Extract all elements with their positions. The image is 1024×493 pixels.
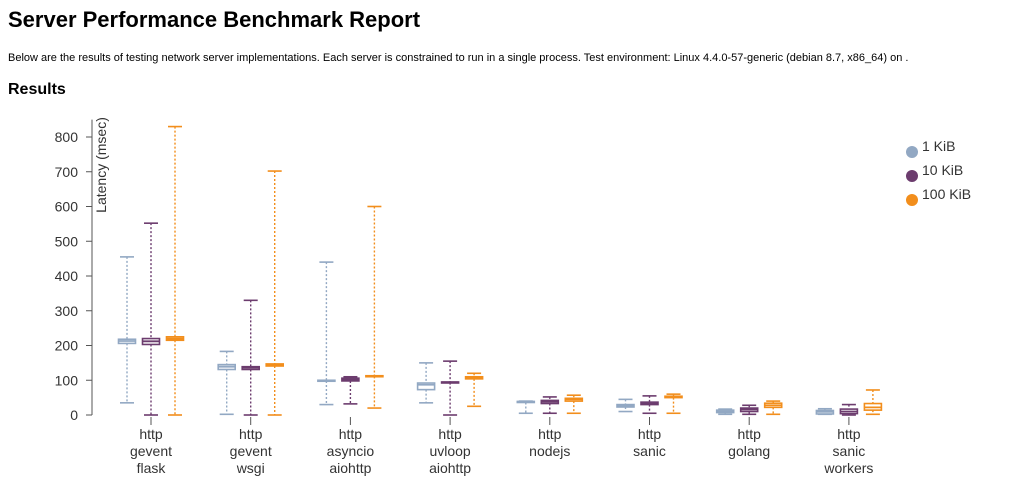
plot-area bbox=[117, 125, 883, 416]
legend-swatch bbox=[906, 194, 918, 206]
x-tick-label: http nodejs bbox=[529, 426, 570, 459]
x-tick-label-line: http bbox=[339, 426, 363, 442]
box-3-series-2 bbox=[464, 372, 484, 408]
y-axis-title: Latency (msec) bbox=[93, 117, 109, 213]
box-1-series-2 bbox=[265, 170, 285, 416]
x-tick-label-line: flask bbox=[137, 460, 167, 476]
y-tick-label: 200 bbox=[55, 338, 79, 354]
x-tick-label-line: http bbox=[139, 426, 163, 442]
report-description: Below are the results of testing network… bbox=[8, 52, 909, 64]
box-0-series-2 bbox=[165, 125, 185, 416]
x-tick-label-line: sanic bbox=[833, 443, 866, 459]
x-tick-label: http uvloop aiohttp bbox=[429, 426, 471, 476]
y-tick-label: 400 bbox=[55, 268, 79, 284]
x-tick-label-line: aiohttp bbox=[429, 460, 471, 476]
x-tick-label-line: http bbox=[738, 426, 762, 442]
box-3-series-0 bbox=[416, 362, 436, 404]
x-tick-label-line: http bbox=[837, 426, 861, 442]
x-tick-label-line: workers bbox=[823, 460, 873, 476]
legend-label: 10 KiB bbox=[922, 162, 963, 178]
box-0-series-0 bbox=[117, 256, 137, 404]
box-2-series-0 bbox=[317, 261, 336, 406]
x-tick-label-line: golang bbox=[728, 443, 770, 459]
x-tick-label-line: http bbox=[438, 426, 462, 442]
box-7-series-2 bbox=[863, 389, 883, 416]
box-4-series-1 bbox=[540, 396, 560, 415]
legend-label: 100 KiB bbox=[922, 186, 971, 202]
x-tick-label-line: asyncio bbox=[327, 443, 375, 459]
box-6-series-1 bbox=[739, 404, 759, 416]
box-4-series-2 bbox=[564, 394, 584, 415]
box-6-series-2 bbox=[763, 400, 783, 416]
y-tick-label: 700 bbox=[55, 164, 79, 180]
x-tick-label-line: wsgi bbox=[236, 460, 265, 476]
y-tick-label: 100 bbox=[55, 372, 79, 388]
results-heading: Results bbox=[8, 81, 66, 98]
x-tick-label-line: sanic bbox=[633, 443, 666, 459]
box-5-series-1 bbox=[640, 395, 659, 415]
box-3-series-1 bbox=[440, 360, 460, 416]
x-tick-label: http sanic bbox=[633, 426, 666, 459]
x-tick-label-line: gevent bbox=[230, 443, 272, 459]
x-tick-label-line: http bbox=[239, 426, 263, 442]
box-2-series-1 bbox=[341, 375, 360, 405]
box-2-series-2 bbox=[365, 205, 384, 409]
box-6-series-0 bbox=[715, 408, 735, 416]
x-tick-label: http gevent flask bbox=[130, 426, 172, 476]
box-0-series-1 bbox=[141, 222, 161, 416]
x-tick-label-line: gevent bbox=[130, 443, 172, 459]
x-tick-label-line: aiohttp bbox=[329, 460, 371, 476]
box-4-series-0 bbox=[516, 400, 536, 415]
legend-swatch bbox=[906, 170, 918, 182]
box-iqr bbox=[416, 382, 436, 391]
box-7-series-1 bbox=[839, 403, 859, 416]
box-5-series-2 bbox=[664, 393, 683, 415]
y-tick-label: 800 bbox=[55, 129, 79, 145]
x-tick-label-line: uvloop bbox=[429, 443, 470, 459]
y-tick-label: 300 bbox=[55, 303, 79, 319]
box-1-series-0 bbox=[217, 350, 236, 416]
y-tick-label: 500 bbox=[55, 233, 79, 249]
legend-swatch bbox=[906, 146, 918, 158]
y-tick-label: 0 bbox=[70, 407, 78, 423]
legend: 1 KiB 10 KiB 100 KiB bbox=[906, 138, 971, 206]
x-tick-label: http gevent wsgi bbox=[230, 426, 272, 476]
x-tick-label-line: http bbox=[538, 426, 562, 442]
y-axis: 0 100 200 300 400 500 600 700 800 Latency (msec) bbox=[55, 117, 109, 423]
x-tick-label-line: http bbox=[638, 426, 662, 442]
x-tick-label: http sanic workers bbox=[823, 426, 873, 476]
x-tick-label-line: nodejs bbox=[529, 443, 570, 459]
box-5-series-0 bbox=[616, 398, 635, 413]
legend-label: 1 KiB bbox=[922, 138, 955, 154]
page-title: Server Performance Benchmark Report bbox=[8, 7, 421, 32]
box-1-series-1 bbox=[241, 299, 260, 416]
box-7-series-0 bbox=[815, 407, 835, 416]
x-tick-label: http asyncio aiohttp bbox=[327, 426, 375, 476]
x-tick-label: http golang bbox=[728, 426, 770, 459]
y-tick-label: 600 bbox=[55, 199, 79, 215]
